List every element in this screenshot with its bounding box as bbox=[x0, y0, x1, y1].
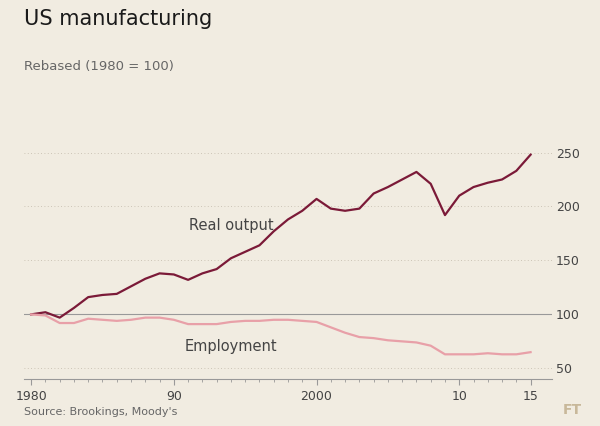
Text: FT: FT bbox=[563, 403, 582, 417]
Text: Rebased (1980 = 100): Rebased (1980 = 100) bbox=[24, 60, 174, 73]
Text: Real output: Real output bbox=[188, 219, 273, 233]
Text: Employment: Employment bbox=[185, 339, 277, 354]
Text: US manufacturing: US manufacturing bbox=[24, 9, 212, 29]
Text: Source: Brookings, Moody's: Source: Brookings, Moody's bbox=[24, 408, 178, 417]
